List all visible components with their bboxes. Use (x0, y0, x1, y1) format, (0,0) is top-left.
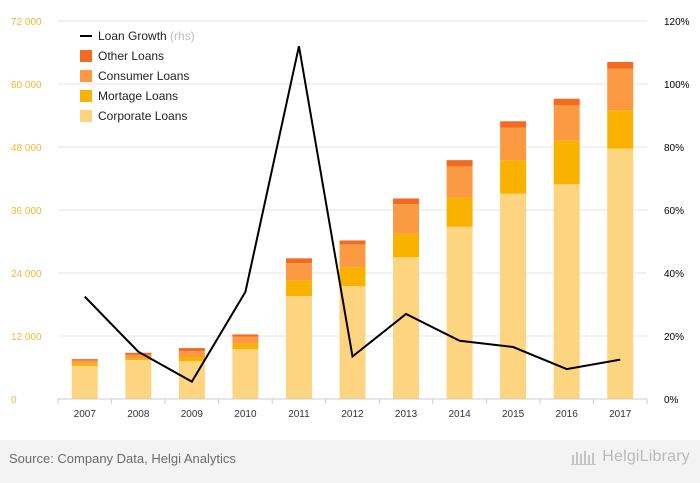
bar-segment (607, 68, 634, 111)
right-tick-label: 0% (664, 395, 679, 406)
legend-line-suffix: (rhs) (170, 29, 195, 43)
bar-segment (446, 197, 473, 227)
legend-label: Other Loans (98, 49, 164, 63)
bar-segment (500, 160, 527, 194)
bar-segment (553, 105, 580, 141)
bar-segment (393, 257, 420, 399)
legend-label: Loan Growth (rhs) (98, 29, 195, 43)
left-tick-label: 36 000 (11, 206, 42, 217)
right-tick-label: 80% (664, 143, 684, 154)
bar-segment (285, 296, 312, 399)
bar-segment (553, 98, 580, 105)
bar-segment (71, 359, 98, 361)
legend-label: Mortage Loans (98, 89, 178, 103)
bars (71, 61, 634, 399)
bar-segment (125, 352, 152, 355)
bar-segment (285, 280, 312, 297)
legend-swatch (80, 110, 92, 122)
bar-segment (446, 226, 473, 399)
bar-segment (393, 198, 420, 205)
left-tick-label: 72 000 (11, 17, 42, 28)
bar-segment (71, 363, 98, 366)
loan-chart: 0 12 000 24 000 36 000 48 000 60 000 72 000 0% 2… (11, 17, 690, 420)
right-tick-label: 40% (664, 269, 684, 280)
bar-segment (446, 166, 473, 198)
x-tick-label: 2016 (556, 409, 579, 420)
left-tick-label: 24 000 (11, 269, 42, 280)
right-tick-label: 20% (664, 332, 684, 343)
bar-segment (339, 244, 366, 268)
x-tick-label: 2013 (395, 409, 418, 420)
bar-segment (178, 357, 205, 362)
grid-lines (58, 20, 647, 337)
bar-segment (553, 184, 580, 399)
loan-growth-line-group (84, 45, 621, 384)
left-tick-label: 0 (11, 395, 17, 406)
legend: Loan Growth (rhs) Other Loans Consumer Loa… (80, 29, 195, 123)
brand-logo: HelgiLibrary (571, 448, 690, 466)
legend-line-name: Loan Growth (98, 29, 170, 43)
bar-segment (607, 110, 634, 149)
bar-segment (125, 358, 152, 361)
bar-segment (125, 354, 152, 359)
bar-segment (607, 148, 634, 399)
x-tick-label: 2008 (127, 409, 150, 420)
left-tick-label: 12 000 (11, 332, 42, 343)
legend-swatch (80, 90, 92, 102)
source-text: Source: Company Data, Helgi Analytics (9, 451, 236, 466)
bar-segment (393, 233, 420, 258)
right-tick-label: 60% (664, 206, 684, 217)
legend-label: Corporate Loans (98, 109, 187, 123)
right-tick-label: 120% (664, 17, 690, 28)
bar-segment (393, 204, 420, 234)
bar-segment (500, 121, 527, 128)
left-tick-label: 60 000 (11, 80, 42, 91)
brand-text: HelgiLibrary (602, 448, 690, 465)
axes: 0 12 000 24 000 36 000 48 000 60 000 72 000 0% 2… (11, 17, 690, 420)
bar-segment (178, 351, 205, 357)
x-tick-label: 2017 (609, 409, 632, 420)
bar-segment (71, 365, 98, 399)
bar-segment (232, 343, 259, 350)
x-tick-label: 2007 (74, 409, 97, 420)
x-tick-label: 2012 (341, 409, 364, 420)
legend-swatch (80, 70, 92, 82)
bar-segment (125, 360, 152, 399)
bar-segment (285, 258, 312, 264)
bar-segment (339, 240, 366, 245)
x-tick-label: 2014 (448, 409, 471, 420)
bar-segment (446, 160, 473, 167)
bar-segment (607, 61, 634, 69)
bar-segment (500, 127, 527, 161)
x-tick-label: 2010 (234, 409, 257, 420)
footer: Source: Company Data, Helgi Analytics He… (0, 440, 700, 483)
bar-segment (232, 334, 259, 337)
bar-segment (178, 348, 205, 352)
bar-segment (339, 267, 366, 287)
right-tick-label: 100% (664, 80, 690, 91)
bar-segment (285, 263, 312, 281)
bar-segment (232, 349, 259, 399)
bar-segment (232, 336, 259, 344)
loan-growth-line (84, 45, 621, 384)
bar-segment (500, 193, 527, 399)
left-tick-label: 48 000 (11, 143, 42, 154)
x-tick-label: 2015 (502, 409, 525, 420)
legend-label: Consumer Loans (98, 69, 189, 83)
x-tick-label: 2011 (288, 409, 310, 420)
x-tick-label: 2009 (181, 409, 204, 420)
library-icon (571, 451, 597, 465)
bar-segment (553, 140, 580, 185)
bar-segment (71, 360, 98, 364)
legend-swatch (80, 50, 92, 62)
